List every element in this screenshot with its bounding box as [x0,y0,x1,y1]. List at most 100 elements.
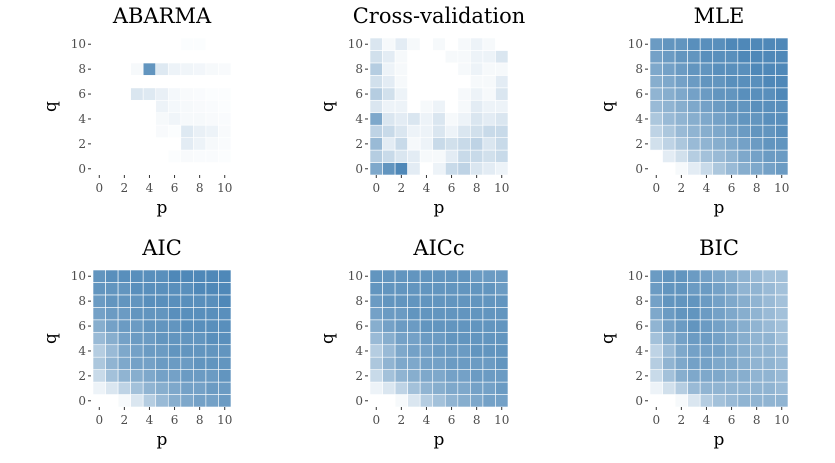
heatmap-cell [382,162,396,176]
heatmap-cell [495,307,509,321]
heatmap-cell [470,50,484,64]
heatmap-cell [495,62,509,76]
y-tick-label: 6 [78,87,86,101]
heatmap-cell [419,381,434,395]
heatmap-cell [419,307,434,321]
heatmap-cell [92,331,106,346]
heatmap-cell [712,149,726,163]
heatmap-cell [649,162,663,176]
heatmap-cell [775,381,789,395]
heatmap-cell [167,112,182,126]
heatmap-cell [180,282,194,296]
heatmap-cell [444,75,459,89]
heatmap-cell [457,369,471,383]
heatmap-cell [205,124,219,138]
heatmap-cell [750,269,764,283]
heatmap-cell [724,319,739,333]
heatmap-cell [662,124,676,138]
heatmap-cell [382,37,396,51]
panel: ABARMA 0 2 4 6 8 10 0 2 4 6 8 10 p q [41,4,232,218]
heatmap-cell [155,112,169,126]
heatmap-cell [750,75,764,89]
heatmap-cell [712,369,726,383]
heatmap-cell [674,356,688,370]
heatmap-cell [775,369,789,383]
heatmap-cell [419,162,434,176]
heatmap-cell [687,99,701,114]
heatmap-cell [142,269,157,283]
heatmap-cell [762,62,776,76]
heatmap-cell [444,307,459,321]
heatmap-cell [407,99,421,114]
heatmap-cell [180,137,194,151]
heatmap-cell [750,319,764,333]
heatmap-cell [470,282,484,296]
heatmap-cell [218,394,232,408]
heatmap-cell [699,356,714,370]
heatmap-cell [155,294,169,308]
heatmap-cell [419,331,434,346]
heatmap-cell [649,137,663,151]
heatmap-cell [369,381,383,395]
heatmap-cell [142,124,157,138]
heatmap-cell [737,331,751,346]
heatmap-cell [457,99,471,114]
heatmap-cell [762,394,776,408]
heatmap-cell [394,331,408,346]
heatmap-cell [117,137,131,151]
heatmap-cell [649,37,663,51]
panel: Cross-validation 0 2 4 6 8 10 0 2 4 6 8 10 p q [318,4,525,218]
heatmap-cell [205,319,219,333]
heatmap-cell [382,87,396,101]
heatmap-cell [444,369,459,383]
heatmap-cell [482,369,496,383]
heatmap-cell [482,381,496,395]
heatmap-cell [419,112,434,126]
heatmap-cell [382,369,396,383]
heatmap-cell [699,294,714,308]
y-tick-label: 0 [635,162,643,176]
heatmap-cell [444,99,459,114]
heatmap-cell [394,369,408,383]
heatmap-cell [495,162,509,176]
heatmap-cell [649,282,663,296]
heatmap-cell [142,62,157,76]
heatmap-cell [470,394,484,408]
heatmap-cell [218,282,232,296]
heatmap-cell [117,62,131,76]
heatmap-cell [407,319,421,333]
heatmap-cell [369,75,383,89]
heatmap-cell [457,307,471,321]
heatmap-cell [775,149,789,163]
heatmap-cell [218,344,232,358]
heatmap-cell [724,149,739,163]
heatmap-cell [369,112,383,126]
heatmap-cell [712,331,726,346]
heatmap-cell [92,319,106,333]
heatmap-cell [457,294,471,308]
heatmap-cell [674,294,688,308]
heatmap-cell [649,112,663,126]
heatmap-cell [117,75,131,89]
y-tick-label: 2 [635,369,643,383]
heatmap-cell [750,87,764,101]
heatmap-cell [699,99,714,114]
x-tick-label: 8 [473,413,481,427]
heatmap-cell [155,381,169,395]
heatmap-cell [775,294,789,308]
heatmap-cell [457,381,471,395]
y-tick-label: 4 [635,344,643,358]
heatmap-cell [737,369,751,383]
heatmap-cell [407,394,421,408]
heatmap-cell [130,294,144,308]
x-tick-label: 0 [95,181,103,195]
heatmap-cell [105,99,119,114]
heatmap-cell [105,124,119,138]
heatmap-cell [662,331,676,346]
y-axis-label: q [598,333,618,344]
heatmap-cell [762,331,776,346]
heatmap-cell [155,75,169,89]
heatmap-cell [457,137,471,151]
heatmap-cell [762,369,776,383]
heatmap-cell [762,75,776,89]
